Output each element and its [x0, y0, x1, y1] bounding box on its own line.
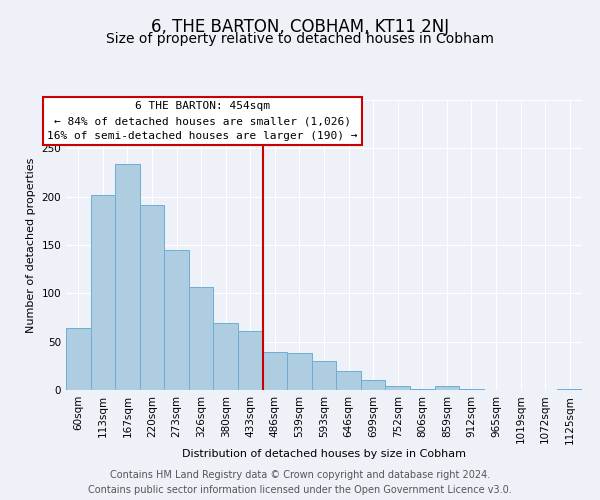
Bar: [214, 324, 238, 390]
Bar: [287, 354, 312, 390]
Bar: [91, 194, 115, 390]
Bar: [459, 389, 484, 390]
Y-axis label: Number of detached properties: Number of detached properties: [26, 158, 36, 332]
Bar: [434, 386, 459, 390]
Text: 6 THE BARTON: 454sqm
← 84% of detached houses are smaller (1,026)
16% of semi-de: 6 THE BARTON: 454sqm ← 84% of detached h…: [47, 102, 358, 141]
Bar: [238, 331, 263, 390]
Bar: [66, 328, 91, 390]
Text: 6, THE BARTON, COBHAM, KT11 2NJ: 6, THE BARTON, COBHAM, KT11 2NJ: [151, 18, 449, 36]
Text: Contains HM Land Registry data © Crown copyright and database right 2024.
Contai: Contains HM Land Registry data © Crown c…: [88, 470, 512, 495]
Bar: [263, 352, 287, 390]
Bar: [410, 389, 434, 390]
Text: Size of property relative to detached houses in Cobham: Size of property relative to detached ho…: [106, 32, 494, 46]
Bar: [115, 164, 140, 390]
Bar: [140, 206, 164, 390]
Bar: [189, 286, 214, 390]
Bar: [164, 250, 189, 390]
Bar: [312, 361, 336, 390]
Bar: [557, 389, 582, 390]
Bar: [385, 386, 410, 390]
Bar: [361, 380, 385, 390]
X-axis label: Distribution of detached houses by size in Cobham: Distribution of detached houses by size …: [182, 449, 466, 459]
Bar: [336, 370, 361, 390]
